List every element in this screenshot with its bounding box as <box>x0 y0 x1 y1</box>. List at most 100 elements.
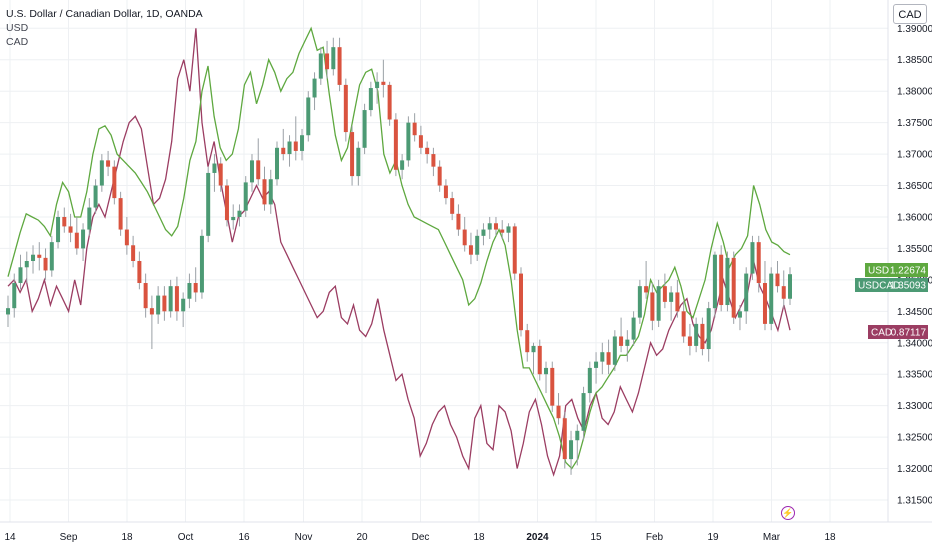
candle[interactable] <box>562 411 567 469</box>
candle[interactable] <box>56 210 61 249</box>
candle[interactable] <box>275 141 280 186</box>
candle[interactable] <box>187 273 192 309</box>
candle[interactable] <box>575 424 580 466</box>
candle[interactable] <box>343 78 348 142</box>
candle[interactable] <box>149 295 154 350</box>
candle[interactable] <box>781 270 786 309</box>
candle[interactable] <box>687 323 692 356</box>
event-flash-icon[interactable]: ⚡ <box>781 506 795 520</box>
candle[interactable] <box>156 286 161 324</box>
candle[interactable] <box>431 147 436 177</box>
candle[interactable] <box>93 179 98 214</box>
candle[interactable] <box>662 273 667 309</box>
candle[interactable] <box>425 141 430 164</box>
compare-label-cad[interactable]: CAD <box>6 36 29 48</box>
candle[interactable] <box>37 242 42 271</box>
candle[interactable] <box>475 229 480 261</box>
candle[interactable] <box>87 198 92 236</box>
candle[interactable] <box>199 229 204 299</box>
candle[interactable] <box>31 245 36 274</box>
candle[interactable] <box>762 261 767 331</box>
candle[interactable] <box>24 251 29 284</box>
candle[interactable] <box>744 267 749 324</box>
candle[interactable] <box>181 292 186 328</box>
candle[interactable] <box>456 204 461 236</box>
candle[interactable] <box>268 169 273 214</box>
candle[interactable] <box>62 207 67 233</box>
candle[interactable] <box>737 305 742 331</box>
candle[interactable] <box>106 150 111 177</box>
candle[interactable] <box>719 245 724 312</box>
candle[interactable] <box>74 216 79 255</box>
candle[interactable] <box>700 317 705 356</box>
candle[interactable] <box>669 286 674 321</box>
candle[interactable] <box>206 166 211 243</box>
candle[interactable] <box>162 286 167 321</box>
candle[interactable] <box>306 91 311 142</box>
candle[interactable] <box>450 191 455 221</box>
candle[interactable] <box>243 176 248 217</box>
candle[interactable] <box>231 204 236 230</box>
candle[interactable] <box>131 235 136 268</box>
candle[interactable] <box>587 361 592 403</box>
candle[interactable] <box>406 116 411 167</box>
candle[interactable] <box>318 47 323 85</box>
candle[interactable] <box>681 301 686 343</box>
candle[interactable] <box>81 223 86 261</box>
candle[interactable] <box>362 103 367 155</box>
candle[interactable] <box>325 40 330 79</box>
candle[interactable] <box>481 223 486 246</box>
candle[interactable] <box>218 157 223 192</box>
candle[interactable] <box>137 251 142 290</box>
candle[interactable] <box>750 235 755 280</box>
candle[interactable] <box>756 235 761 293</box>
candle[interactable] <box>712 251 717 318</box>
candle[interactable] <box>606 339 611 375</box>
candle[interactable] <box>12 273 17 318</box>
candle[interactable] <box>506 223 511 243</box>
candle[interactable] <box>518 267 523 337</box>
candle[interactable] <box>287 135 292 167</box>
candle[interactable] <box>531 342 536 375</box>
candle[interactable] <box>556 393 561 425</box>
candle[interactable] <box>124 216 129 255</box>
currency-button[interactable]: CAD <box>893 4 927 24</box>
candle[interactable] <box>581 386 586 441</box>
candle[interactable] <box>500 220 505 239</box>
candle[interactable] <box>49 235 54 277</box>
candle[interactable] <box>631 311 636 346</box>
candle[interactable] <box>675 279 680 318</box>
candle[interactable] <box>237 204 242 227</box>
candle[interactable] <box>650 283 655 331</box>
candle[interactable] <box>99 154 104 192</box>
candle[interactable] <box>212 154 217 192</box>
candle[interactable] <box>443 179 448 205</box>
candle[interactable] <box>118 191 123 236</box>
candle[interactable] <box>512 223 517 280</box>
candle[interactable] <box>281 128 286 161</box>
candle[interactable] <box>387 81 392 126</box>
candle[interactable] <box>368 81 373 117</box>
candle[interactable] <box>493 216 498 236</box>
candle[interactable] <box>550 361 555 412</box>
candle[interactable] <box>637 279 642 324</box>
candle[interactable] <box>619 317 624 353</box>
candle[interactable] <box>537 339 542 381</box>
candle[interactable] <box>112 160 117 205</box>
candle[interactable] <box>350 125 355 186</box>
candle[interactable] <box>262 166 267 211</box>
candle[interactable] <box>769 267 774 331</box>
candle[interactable] <box>249 154 254 192</box>
candle[interactable] <box>468 232 473 265</box>
candle[interactable] <box>694 317 699 353</box>
symbol-title[interactable]: U.S. Dollar / Canadian Dollar, 1D, OANDA <box>6 8 203 20</box>
candle[interactable] <box>487 216 492 239</box>
candle[interactable] <box>337 37 342 92</box>
candle[interactable] <box>706 301 711 362</box>
candle[interactable] <box>644 261 649 299</box>
candle[interactable] <box>462 216 467 252</box>
candle[interactable] <box>569 430 574 475</box>
candle[interactable] <box>256 138 261 186</box>
candle[interactable] <box>594 352 599 384</box>
